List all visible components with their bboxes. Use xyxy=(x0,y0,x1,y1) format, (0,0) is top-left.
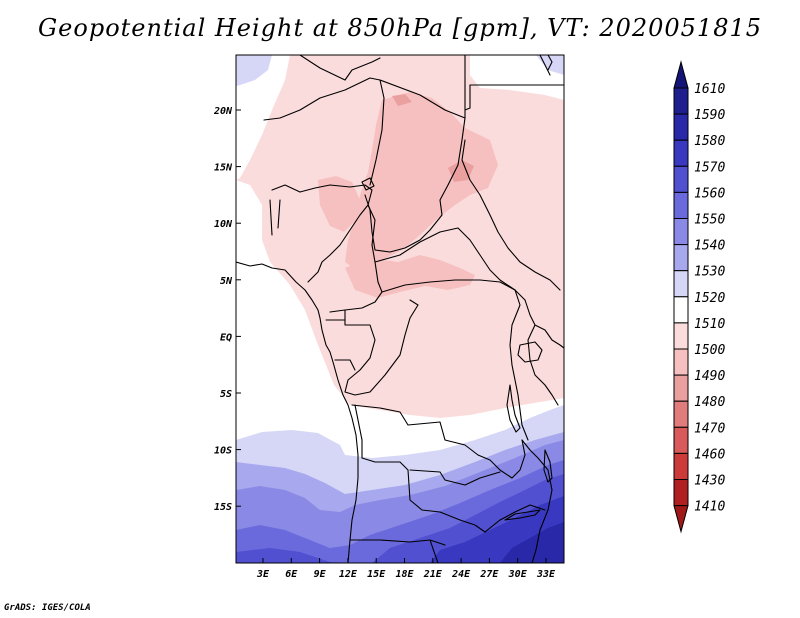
colorbar-segment xyxy=(673,244,689,272)
colorbar-label: 1580 xyxy=(694,134,725,149)
colorbar-label: 1530 xyxy=(694,265,725,280)
field-1490-west xyxy=(318,176,360,232)
colorbar-label: 1610 xyxy=(694,82,725,97)
colorbar-label: 1550 xyxy=(694,213,725,228)
lon-tick-label: 27E xyxy=(479,569,499,580)
field-1490 xyxy=(345,92,498,274)
coastline-west-africa xyxy=(236,261,359,563)
colorbar-top-arrow xyxy=(673,60,689,89)
colorbar-segment xyxy=(673,426,689,454)
lon-tick-label: 24E xyxy=(451,569,471,580)
border-drc-south xyxy=(351,404,526,479)
lat-tick-label: 5N xyxy=(220,276,233,287)
colorbar-label: 1490 xyxy=(694,369,725,384)
border-nigeria xyxy=(299,184,373,283)
field-1480 xyxy=(448,160,474,182)
colorbar-label: 1460 xyxy=(694,447,725,462)
country-boundaries xyxy=(236,55,564,563)
colorbar-segment xyxy=(673,218,689,246)
field-1510-northeast xyxy=(470,55,564,100)
grads-credit: GrADS: IGES/COLA xyxy=(4,603,91,613)
colorbar-segment xyxy=(673,165,689,193)
colorbar-segment xyxy=(673,191,689,219)
lon-tick-label: 9E xyxy=(314,569,327,580)
colorbar-segment xyxy=(673,400,689,428)
geopotential-field xyxy=(236,55,564,563)
colorbar-segment xyxy=(673,322,689,350)
border-north xyxy=(299,55,381,81)
border-angola xyxy=(354,404,486,533)
latitude-axis: 20N 15N 10N 5N EQ 5S 10S 15S xyxy=(213,106,241,513)
border-mozambique xyxy=(521,439,553,563)
border-east-coast xyxy=(539,55,553,76)
border-congo xyxy=(344,299,419,396)
colorbar-label: 1570 xyxy=(694,160,725,175)
colorbar-label: 1520 xyxy=(694,291,725,306)
lon-tick-label: 18E xyxy=(395,569,414,580)
colorbar-label: 1590 xyxy=(694,108,725,123)
lon-tick-label: 6E xyxy=(285,569,298,580)
border-zambia xyxy=(409,469,546,533)
colorbar-segment xyxy=(673,348,689,376)
colorbar-segment xyxy=(673,479,689,507)
colorbar-segment xyxy=(673,374,689,402)
colorbar-segment xyxy=(673,113,689,141)
lat-tick-label: EQ xyxy=(220,332,232,343)
border-sudan xyxy=(461,55,564,291)
lat-tick-label: 15S xyxy=(214,502,232,513)
lat-tick-label: 15N xyxy=(214,163,233,174)
border-namibia xyxy=(349,539,446,563)
longitude-axis: 3E 6E 9E 12E 15E 18E 21E 24E 27E 30E 33E xyxy=(256,558,556,580)
colorbar: 1610 1590 1580 1570 1560 1550 1540 1530 1520 1510… xyxy=(673,60,725,534)
border-sahel xyxy=(263,77,385,186)
map-title: Geopotential Height at 850hPa [gpm], VT:… xyxy=(38,14,762,42)
lat-tick-label: 5S xyxy=(220,389,232,400)
border-drc-north xyxy=(381,279,516,293)
colorbar-label: 1470 xyxy=(694,421,725,436)
colorbar-segment xyxy=(673,270,689,298)
border-benin xyxy=(269,184,301,236)
colorbar-segment xyxy=(673,87,689,115)
field-1520-north xyxy=(236,55,272,86)
lon-tick-label: 21E xyxy=(423,569,443,580)
lat-tick-label: 10N xyxy=(214,219,233,230)
lat-tick-label: 20N xyxy=(213,106,233,117)
lake-chad xyxy=(361,177,375,191)
lake-kariba xyxy=(504,509,541,521)
field-1580 xyxy=(500,522,564,563)
border-car xyxy=(374,227,526,301)
colorbar-segment xyxy=(673,452,689,480)
colorbar-label: 1560 xyxy=(694,186,725,201)
field-1560 xyxy=(236,548,356,563)
colorbar-bottom-arrow xyxy=(673,505,689,534)
border-gabon xyxy=(325,319,356,371)
field-1510-north xyxy=(236,55,290,180)
field-1480-north xyxy=(392,94,412,106)
lon-tick-label: 12E xyxy=(339,569,358,580)
lake-tanganyika xyxy=(506,384,521,433)
colorbar-segment xyxy=(673,296,689,324)
colorbar-label: 1510 xyxy=(694,317,725,332)
colorbar-label: 1480 xyxy=(694,395,725,410)
border-east-africa xyxy=(509,289,564,441)
colorbar-label: 1410 xyxy=(694,500,725,515)
lat-tick-label: 10S xyxy=(214,446,232,457)
field-1490-center xyxy=(390,262,425,282)
colorbar-label: 1430 xyxy=(694,474,725,489)
lon-tick-label: 15E xyxy=(367,569,386,580)
lon-tick-label: 3E xyxy=(256,569,270,580)
border-cameroon xyxy=(329,204,383,313)
lake-malawi xyxy=(543,449,553,483)
lon-tick-label: 33E xyxy=(536,569,556,580)
colorbar-label: 1500 xyxy=(694,343,725,358)
border-chad xyxy=(364,79,466,253)
map-frame xyxy=(235,54,565,564)
colorbar-segment xyxy=(673,139,689,167)
colorbar-label: 1540 xyxy=(694,239,725,254)
lake-victoria xyxy=(517,341,543,363)
lon-tick-label: 30E xyxy=(508,569,528,580)
